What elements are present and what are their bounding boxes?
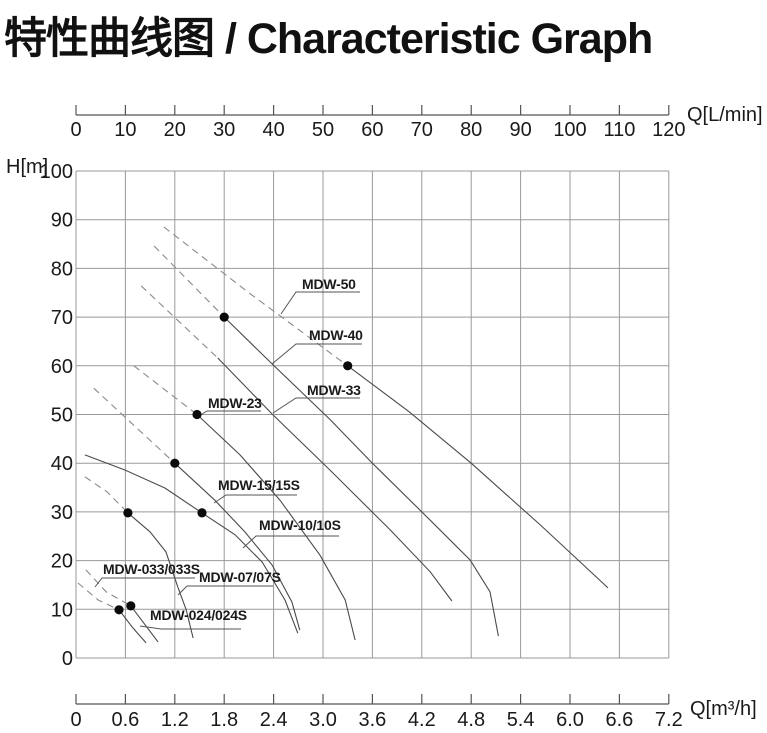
rated-point-dot xyxy=(114,605,124,615)
bottom-axis-tick-label: 0 xyxy=(70,709,81,731)
left-axis-tick-label: 60 xyxy=(51,356,73,378)
bottom-axis-tick-label: 0.6 xyxy=(111,709,139,731)
series-label: MDW-07/07S xyxy=(199,569,281,585)
label-leader-line xyxy=(94,577,195,588)
curve-solid-MDW-40 xyxy=(223,316,499,637)
left-axis-tick-label: 100 xyxy=(40,161,73,183)
bottom-axis-tick-label: 1.2 xyxy=(161,709,189,731)
rated-point-dot xyxy=(170,458,180,468)
series-label: MDW-033/033S xyxy=(103,561,200,577)
curve-dashed-MDW-07/07S xyxy=(84,476,129,514)
label-leader-line xyxy=(272,397,360,414)
series-label: MDW-024/024S xyxy=(150,607,247,623)
bottom-axis-tick-label: 4.2 xyxy=(408,709,436,731)
top-axis-tick-label: 80 xyxy=(460,119,482,141)
top-axis-tick-label: 100 xyxy=(553,119,586,141)
rated-point-dot xyxy=(343,361,353,371)
bottom-axis-tick-label: 6.6 xyxy=(605,709,633,731)
bottom-axis-tick-label: 4.8 xyxy=(457,709,485,731)
rated-point-dot xyxy=(192,409,202,420)
left-axis-tick-label: 70 xyxy=(51,307,73,329)
curve-solid-MDW-10/10S xyxy=(84,454,299,634)
top-axis-tick-label: 0 xyxy=(70,119,81,141)
series-label: MDW-33 xyxy=(307,382,361,398)
series-label: MDW-23 xyxy=(208,395,262,411)
label-leader-line xyxy=(280,291,360,315)
series-label: MDW-40 xyxy=(309,327,363,343)
rated-point-dot xyxy=(123,508,133,518)
rated-point-dot xyxy=(126,601,136,611)
bottom-axis-tick-label: 6.0 xyxy=(556,709,584,731)
top-axis-unit-label: Q[L/min] xyxy=(687,104,763,126)
label-leader-line xyxy=(177,585,273,596)
left-axis-tick-label: 0 xyxy=(62,648,73,670)
left-axis-tick-label: 30 xyxy=(51,502,73,524)
rated-point-dot xyxy=(219,312,229,322)
curve-dashed-MDW-024/024S xyxy=(77,582,120,611)
series-label: MDW-10/10S xyxy=(259,517,341,533)
bottom-axis-tick-label: 5.4 xyxy=(507,709,535,731)
top-axis-tick-label: 40 xyxy=(262,119,284,141)
top-axis-tick-label: 110 xyxy=(603,119,635,141)
bottom-axis-tick-label: 3.6 xyxy=(358,709,386,731)
curve-solid-MDW-50 xyxy=(347,365,609,589)
left-axis-tick-label: 40 xyxy=(51,453,73,475)
curve-solid-MDW-15/15S xyxy=(174,462,301,631)
label-leader-line xyxy=(139,625,241,630)
curve-solid-MDW-33 xyxy=(217,357,453,602)
curve-solid-MDW-07/07S xyxy=(127,512,194,639)
label-leader-line xyxy=(242,535,339,549)
bottom-axis-tick-label: 2.4 xyxy=(260,709,288,731)
curve-dashed-MDW-40 xyxy=(153,245,225,318)
curve-solid-MDW-033/033S xyxy=(130,605,159,643)
series-label: MDW-15/15S xyxy=(218,477,300,493)
top-axis-tick-label: 30 xyxy=(213,119,235,141)
rated-point-dot xyxy=(197,508,207,518)
curve-dashed-MDW-33 xyxy=(140,285,219,359)
left-axis-tick-label: 20 xyxy=(51,551,73,573)
left-axis-tick-label: 90 xyxy=(51,210,73,232)
left-axis-tick-label: 80 xyxy=(51,258,73,280)
left-axis-tick-label: 50 xyxy=(51,405,73,427)
curve-dashed-MDW-033/033S xyxy=(85,569,132,607)
top-axis-tick-label: 20 xyxy=(164,119,186,141)
top-axis-tick-label: 10 xyxy=(114,119,136,141)
bottom-axis-unit-label: Q[m³/h] xyxy=(690,698,757,720)
page-title: 特性曲线图 / Characteristic Graph xyxy=(4,15,653,63)
bottom-axis-tick-label: 1.8 xyxy=(210,709,238,731)
label-leader-line xyxy=(198,410,261,417)
left-axis-tick-label: 10 xyxy=(51,599,73,621)
label-leader-line xyxy=(271,343,362,365)
label-leader-line xyxy=(213,494,297,504)
top-axis-tick-label: 50 xyxy=(312,119,334,141)
top-axis-tick-label: 60 xyxy=(361,119,383,141)
curve-solid-MDW-23 xyxy=(196,414,356,641)
series-label: MDW-50 xyxy=(302,276,356,292)
top-axis-tick-label: 90 xyxy=(509,119,531,141)
bottom-axis-tick-label: 3.0 xyxy=(309,709,337,731)
left-axis-unit-label: H[m] xyxy=(6,156,49,178)
curve-dashed-MDW-15/15S xyxy=(93,387,176,464)
curve-dashed-MDW-23 xyxy=(133,365,198,415)
top-axis-tick-label: 120 xyxy=(652,119,685,141)
curve-solid-MDW-024/024S xyxy=(118,609,147,644)
bottom-axis-tick-label: 7.2 xyxy=(655,709,683,731)
curve-dashed-MDW-50 xyxy=(163,226,349,367)
top-axis-tick-label: 70 xyxy=(411,119,433,141)
